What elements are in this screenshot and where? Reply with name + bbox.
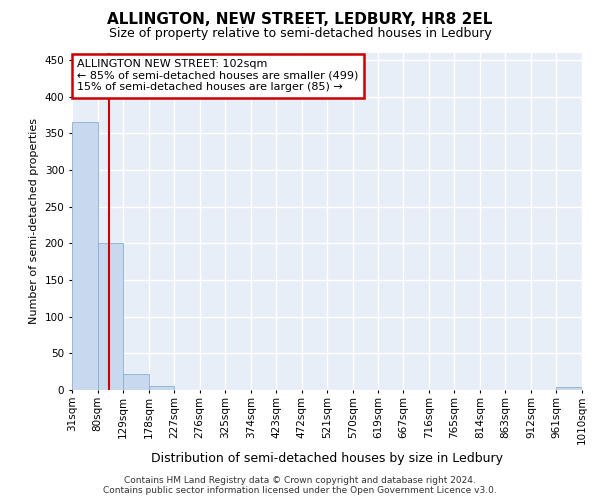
X-axis label: Distribution of semi-detached houses by size in Ledbury: Distribution of semi-detached houses by …: [151, 452, 503, 466]
Bar: [72, 122, 98, 390]
Text: Contains HM Land Registry data © Crown copyright and database right 2024.
Contai: Contains HM Land Registry data © Crown c…: [103, 476, 497, 495]
Text: Size of property relative to semi-detached houses in Ledbury: Size of property relative to semi-detach…: [109, 28, 491, 40]
Bar: [123, 374, 149, 390]
Text: ALLINGTON NEW STREET: 102sqm
← 85% of semi-detached houses are smaller (499)
15%: ALLINGTON NEW STREET: 102sqm ← 85% of se…: [77, 59, 358, 92]
Bar: [556, 387, 582, 390]
Text: ALLINGTON, NEW STREET, LEDBURY, HR8 2EL: ALLINGTON, NEW STREET, LEDBURY, HR8 2EL: [107, 12, 493, 28]
Bar: [149, 386, 174, 390]
Y-axis label: Number of semi-detached properties: Number of semi-detached properties: [29, 118, 39, 324]
Bar: [98, 244, 123, 390]
